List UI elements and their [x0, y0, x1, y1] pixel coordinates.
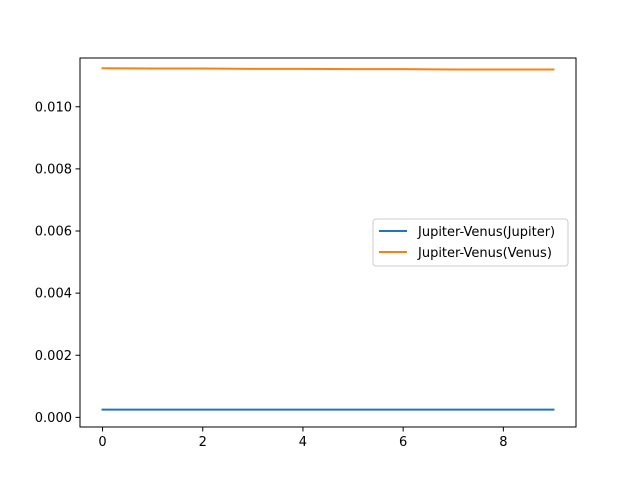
- legend-label: Jupiter-Venus(Venus): [417, 246, 552, 261]
- x-tick-label: 4: [299, 435, 307, 450]
- y-tick-label: 0.004: [35, 287, 72, 302]
- plot-frame: [79, 57, 577, 428]
- series-layer: [101, 67, 555, 411]
- x-tick-label: 8: [499, 435, 507, 450]
- y-tick-label: 0.006: [35, 225, 72, 240]
- legend: Jupiter-Venus(Jupiter) Jupiter-Venus(Venu…: [372, 218, 569, 267]
- legend-label: Jupiter-Venus(Jupiter): [417, 225, 555, 240]
- x-tick-label: 6: [399, 435, 407, 450]
- x-tick-label: 0: [98, 435, 106, 450]
- series-line-2: [101, 67, 555, 71]
- y-tick-label: 0.010: [35, 100, 72, 115]
- axes-layer: 0 2 4 6 8 0.000 0.002 0.004 0.006 0.008 0.010: [35, 100, 508, 450]
- y-tick-label: 0.008: [35, 162, 72, 177]
- legend-box: [372, 218, 569, 267]
- y-tick-label: 0.000: [35, 411, 72, 426]
- y-tick-label: 0.002: [35, 349, 72, 364]
- x-tick-label: 2: [199, 435, 207, 450]
